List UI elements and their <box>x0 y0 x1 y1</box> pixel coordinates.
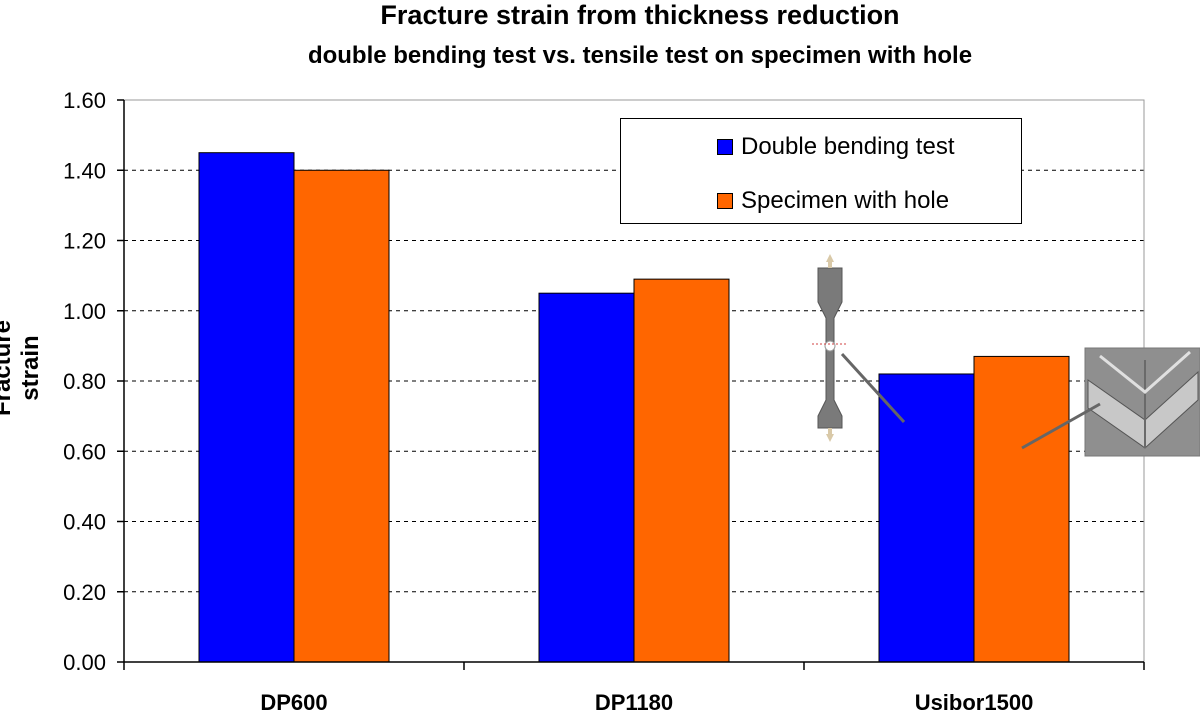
y-tick-label: 0.80 <box>63 369 106 394</box>
specimen-with-hole-illustration <box>812 254 906 442</box>
bar-double-bending <box>198 152 295 663</box>
legend-label: Double bending test <box>741 133 955 160</box>
chart-title: Fracture strain from thickness reduction <box>380 0 900 30</box>
y-tick-labels: 0.00 0.20 0.40 0.60 0.80 1.00 1.20 1.40 1.60 <box>63 88 106 675</box>
bar-double-bending <box>538 292 635 663</box>
y-tick-label: 1.20 <box>63 229 106 254</box>
legend: Double bending test Specimen with hole <box>620 118 1022 224</box>
y-tick-label: 1.00 <box>63 299 106 324</box>
y-tick-label: 0.20 <box>63 580 106 605</box>
y-tick-label: 0.60 <box>63 439 106 464</box>
y-tick-label: 0.40 <box>63 510 106 535</box>
legend-item-specimen-with-hole: Specimen with hole <box>717 187 949 215</box>
bar-specimen-with-hole <box>293 169 390 663</box>
y-tick-label: 0.00 <box>63 650 106 675</box>
legend-label: Specimen with hole <box>741 187 950 214</box>
y-tick-label: 1.60 <box>63 88 106 113</box>
x-tick-label: DP600 <box>260 690 327 714</box>
x-tick-label: Usibor1500 <box>915 690 1034 714</box>
bar-specimen-with-hole <box>973 355 1070 663</box>
bar-double-bending <box>878 373 975 663</box>
bars <box>198 152 1070 663</box>
bar-specimen-with-hole <box>633 278 730 663</box>
x-tick-label: DP1180 <box>595 690 673 714</box>
legend-swatch-orange <box>717 193 733 209</box>
legend-item-double-bending: Double bending test <box>717 133 955 161</box>
chart-subtitle: double bending test vs. tensile test on … <box>307 42 973 69</box>
y-tick-label: 1.40 <box>63 158 106 183</box>
legend-swatch-blue <box>717 139 733 155</box>
x-tick-labels: DP600 DP1180 Usibor1500 <box>260 690 1033 714</box>
double-bending-photo <box>1021 347 1200 457</box>
